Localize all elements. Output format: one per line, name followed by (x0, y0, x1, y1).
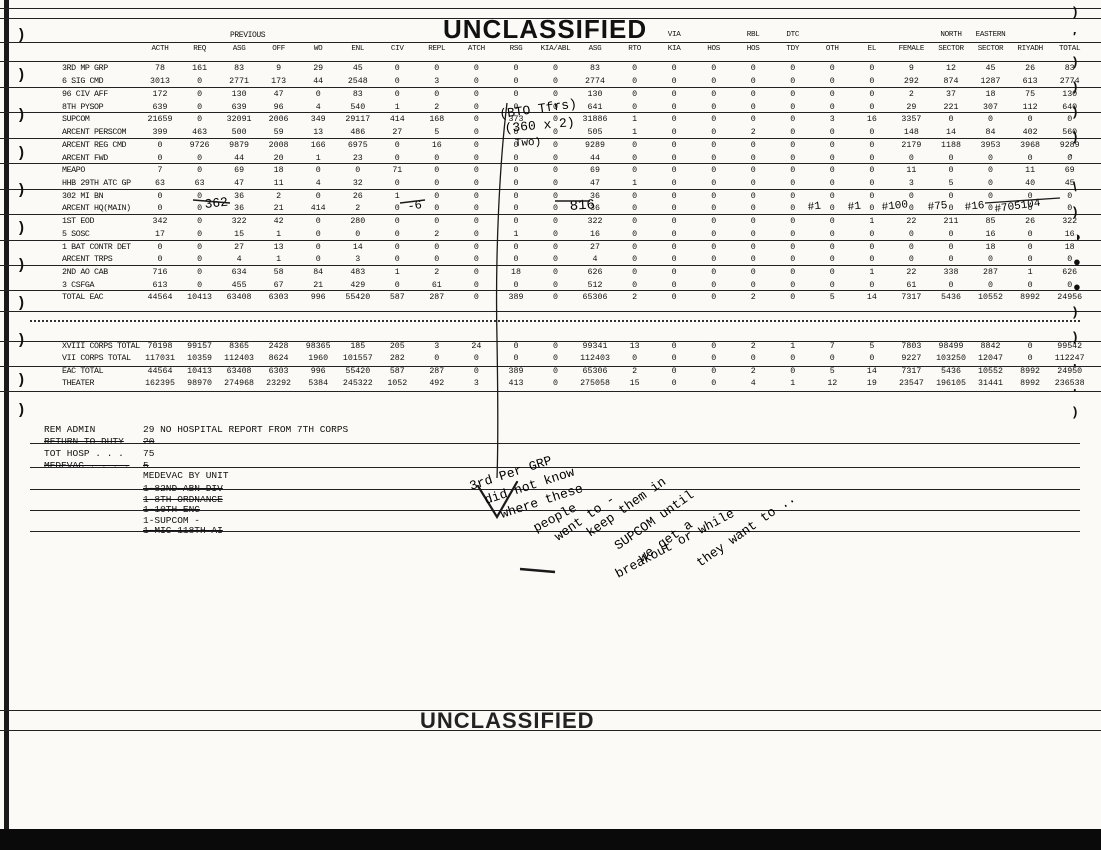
svg-text:#16: #16 (964, 200, 985, 214)
svg-text:#100: #100 (881, 199, 909, 214)
svg-text:#1: #1 (847, 201, 862, 214)
svg-text:#1: #1 (807, 201, 822, 214)
svg-text:#75: #75 (927, 200, 948, 214)
svg-text:Two): Two) (515, 137, 542, 150)
svg-text:816: 816 (569, 197, 595, 215)
